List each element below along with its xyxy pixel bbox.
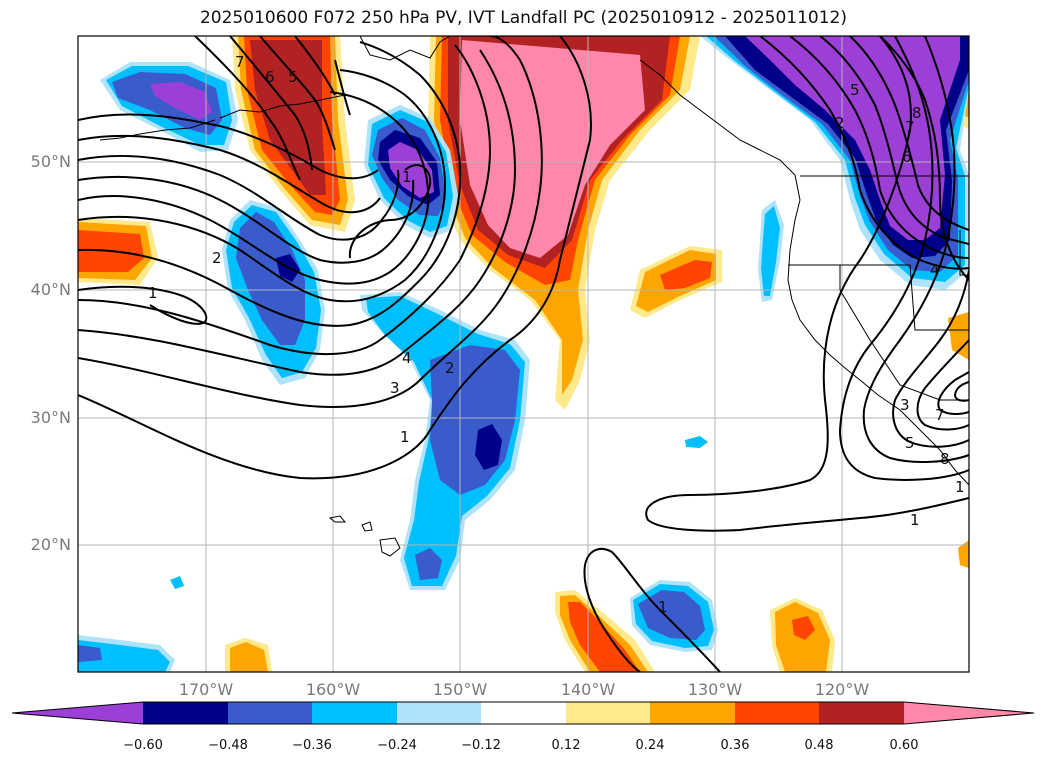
colorbar-tick-label: −0.24 — [377, 738, 417, 753]
colorbar-tick-label: −0.36 — [292, 738, 332, 753]
colorbar-segment — [228, 702, 312, 724]
contour-label-group: 7 6 5 2 1 4 3 2 1 1 1 5 2 7 8 6 4 3 5 1 … — [148, 53, 965, 616]
contour-label: 7 — [935, 406, 945, 424]
colorbar-tick-label: −0.48 — [208, 738, 248, 753]
contour-label: 1 — [910, 511, 920, 529]
contour-label: 4 — [402, 349, 412, 367]
map-frame — [77, 35, 970, 673]
contour-label: 1 — [955, 478, 965, 496]
contour-label: 5 — [905, 434, 915, 452]
lon-label-140w: 140°W — [560, 680, 616, 699]
colorbar-tick-label: 0.48 — [804, 738, 834, 753]
contour-label: 5 — [850, 81, 860, 99]
pv-contours — [78, 36, 969, 672]
lon-label-120w: 120°W — [814, 680, 870, 699]
contour-label: 1 — [148, 284, 158, 302]
colorbar-tick-label: 0.12 — [551, 738, 581, 753]
lat-label-40n: 40°N — [30, 280, 71, 299]
coastlines — [99, 36, 969, 557]
lon-label-150w: 150°W — [432, 680, 488, 699]
colorbar-tick-label: 0.24 — [635, 738, 665, 753]
contour-label: 8 — [912, 104, 922, 122]
contour-label: 2 — [835, 114, 845, 132]
lon-label-170w: 170°W — [178, 680, 234, 699]
contour-label: 7 — [905, 118, 915, 136]
contour-label: 3 — [390, 379, 400, 397]
contour-label: 2 — [212, 249, 222, 267]
colorbar-tick-label: −0.12 — [461, 738, 501, 753]
colorbar-outline — [11, 701, 1035, 725]
contour-label: 4 — [930, 261, 940, 279]
colorbar-extend-low — [12, 702, 143, 724]
colorbar-tick-label: 0.36 — [720, 738, 750, 753]
contour-label: 7 — [235, 53, 245, 71]
contour-label: 2 — [445, 359, 455, 377]
colorbar-segment — [481, 702, 566, 724]
contour-label: 5 — [288, 68, 298, 86]
colorbar — [11, 701, 1035, 725]
map-title: 2025010600 F072 250 hPa PV, IVT Landfall… — [199, 8, 847, 28]
lat-label-20n: 20°N — [30, 535, 71, 554]
colorbar-segment — [735, 702, 819, 724]
colorbar-extend-high — [904, 702, 1034, 724]
colorbar-segment — [143, 702, 228, 724]
colorbar-segment — [397, 702, 481, 724]
colorbar-segment — [312, 702, 397, 724]
lat-label-50n: 50°N — [30, 152, 71, 171]
contour-label: 6 — [265, 68, 275, 86]
contour-label: 1 — [658, 598, 668, 616]
colorbar-segment — [650, 702, 735, 724]
contour-label: 3 — [900, 396, 910, 414]
contour-label: 8 — [940, 450, 950, 468]
lon-label-160w: 160°W — [305, 680, 361, 699]
colorbar-segment — [566, 702, 650, 724]
contour-label: 1 — [400, 428, 410, 446]
colorbar-segment — [819, 702, 904, 724]
contour-label: 6 — [902, 148, 912, 166]
lat-label-30n: 30°N — [30, 408, 71, 427]
colorbar-tick-label: −0.60 — [123, 738, 163, 753]
lon-label-130w: 130°W — [687, 680, 743, 699]
colorbar-tick-label: 0.60 — [889, 738, 919, 753]
contour-label: 1 — [402, 168, 412, 186]
